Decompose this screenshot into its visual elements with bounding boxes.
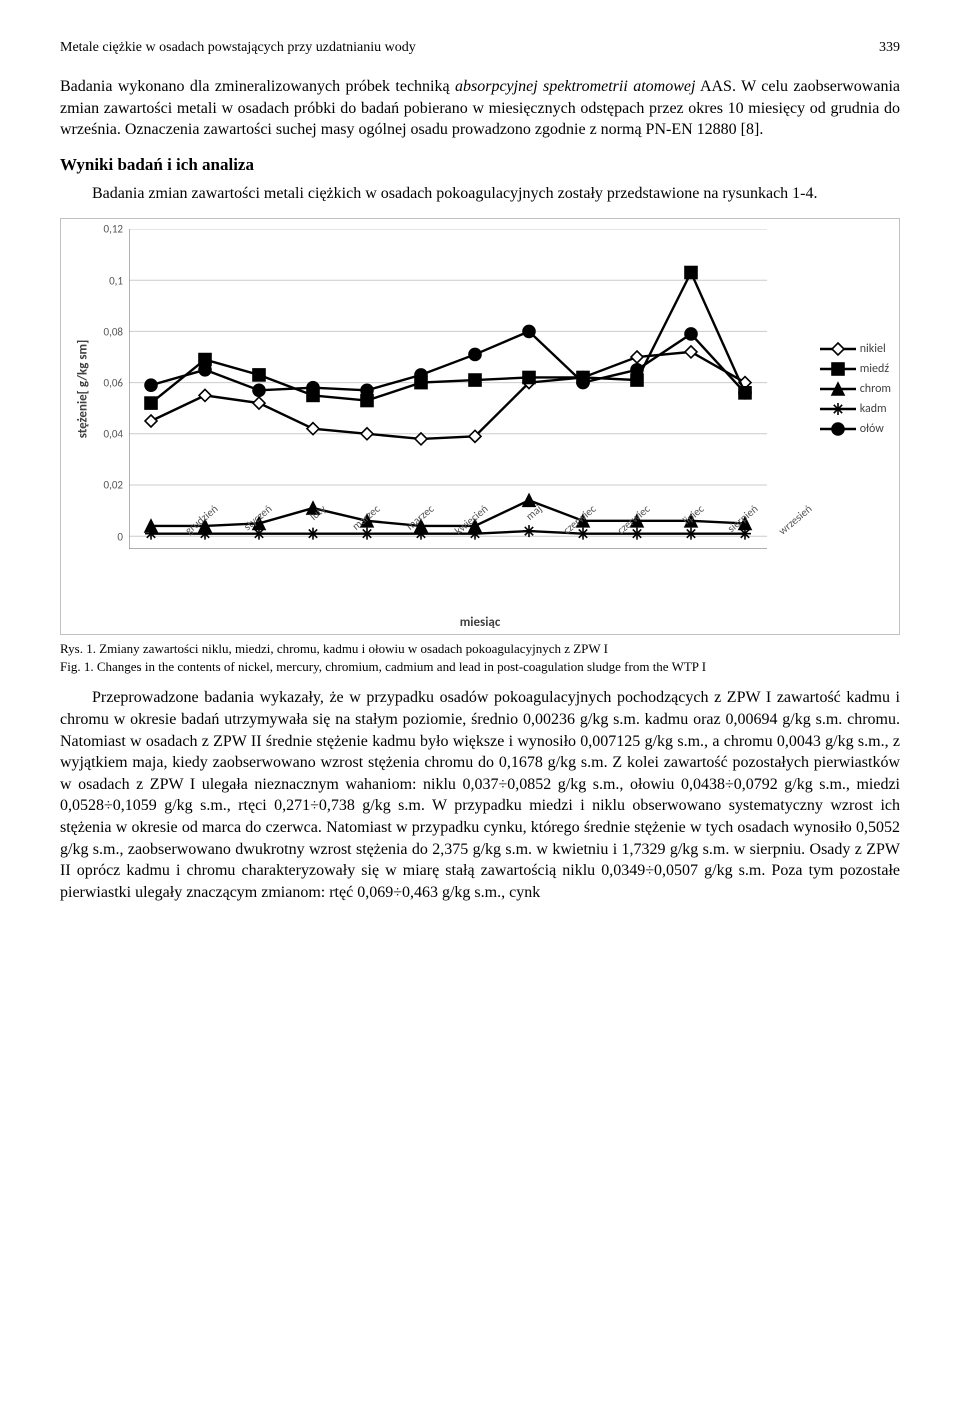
chart-y-label: stężenie[ g/kg sm] [76, 340, 91, 439]
legend-label: nikiel [860, 342, 886, 356]
caption-pl-label: Rys. 1. [60, 641, 96, 656]
legend-label: kadm [860, 402, 887, 416]
legend-item-nikiel: nikiel [820, 339, 891, 359]
caption-pl-text: Zmiany zawartości niklu, miedzi, chromu,… [96, 641, 608, 656]
legend-marker-icon [820, 362, 856, 376]
chart-x-label: miesiąc [73, 615, 887, 630]
caption-pl: Rys. 1. Zmiany zawartości niklu, miedzi,… [60, 641, 900, 657]
chart-y-tick: 0,12 [104, 223, 123, 236]
legend-marker-icon [820, 342, 856, 356]
para1-italic: absorpcyjnej spektrometrii atomowej [455, 78, 695, 95]
figure-1: stężenie[ g/kg sm] [60, 218, 900, 635]
legend-label: chrom [860, 382, 891, 396]
paragraph-1: Badania wykonano dla zmineralizowanych p… [60, 76, 900, 141]
page-header: Metale ciężkie w osadach powstających pr… [60, 40, 900, 56]
legend-item-kadm: kadm [820, 399, 891, 419]
caption-en-text: Changes in the contents of nickel, mercu… [94, 659, 707, 674]
chart-y-tick: 0,06 [104, 376, 123, 389]
legend-item-ołów: ołów [820, 419, 891, 439]
chart-svg [129, 229, 767, 549]
chart-legend: nikiel miedź chrom kadm ołów [820, 339, 891, 439]
legend-label: ołów [860, 422, 884, 436]
chart-y-tick: 0,02 [104, 479, 123, 492]
legend-item-chrom: chrom [820, 379, 891, 399]
running-title: Metale ciężkie w osadach powstających pr… [60, 40, 416, 55]
chart-plot-area: stężenie[ g/kg sm] [129, 229, 767, 549]
chart-y-tick: 0,1 [109, 274, 123, 287]
chart-y-tick: 0 [117, 530, 123, 543]
legend-marker-icon [820, 402, 856, 416]
paragraph-3: Przeprowadzone badania wykazały, że w pr… [60, 687, 900, 903]
legend-label: miedź [860, 362, 889, 376]
paragraph-2: Badania zmian zawartości metali ciężkich… [60, 183, 900, 205]
caption-en-label: Fig. 1. [60, 659, 94, 674]
legend-marker-icon [820, 382, 856, 396]
chart-y-tick: 0,04 [104, 428, 123, 441]
section-title: Wyniki badań i ich analiza [60, 155, 900, 175]
para1-a: Badania wykonano dla zmineralizowanych p… [60, 78, 455, 95]
legend-item-miedź: miedź [820, 359, 891, 379]
caption-en: Fig. 1. Changes in the contents of nicke… [60, 659, 900, 675]
page-number: 339 [879, 40, 900, 56]
legend-marker-icon [820, 422, 856, 436]
chart-y-tick: 0,08 [104, 325, 123, 338]
